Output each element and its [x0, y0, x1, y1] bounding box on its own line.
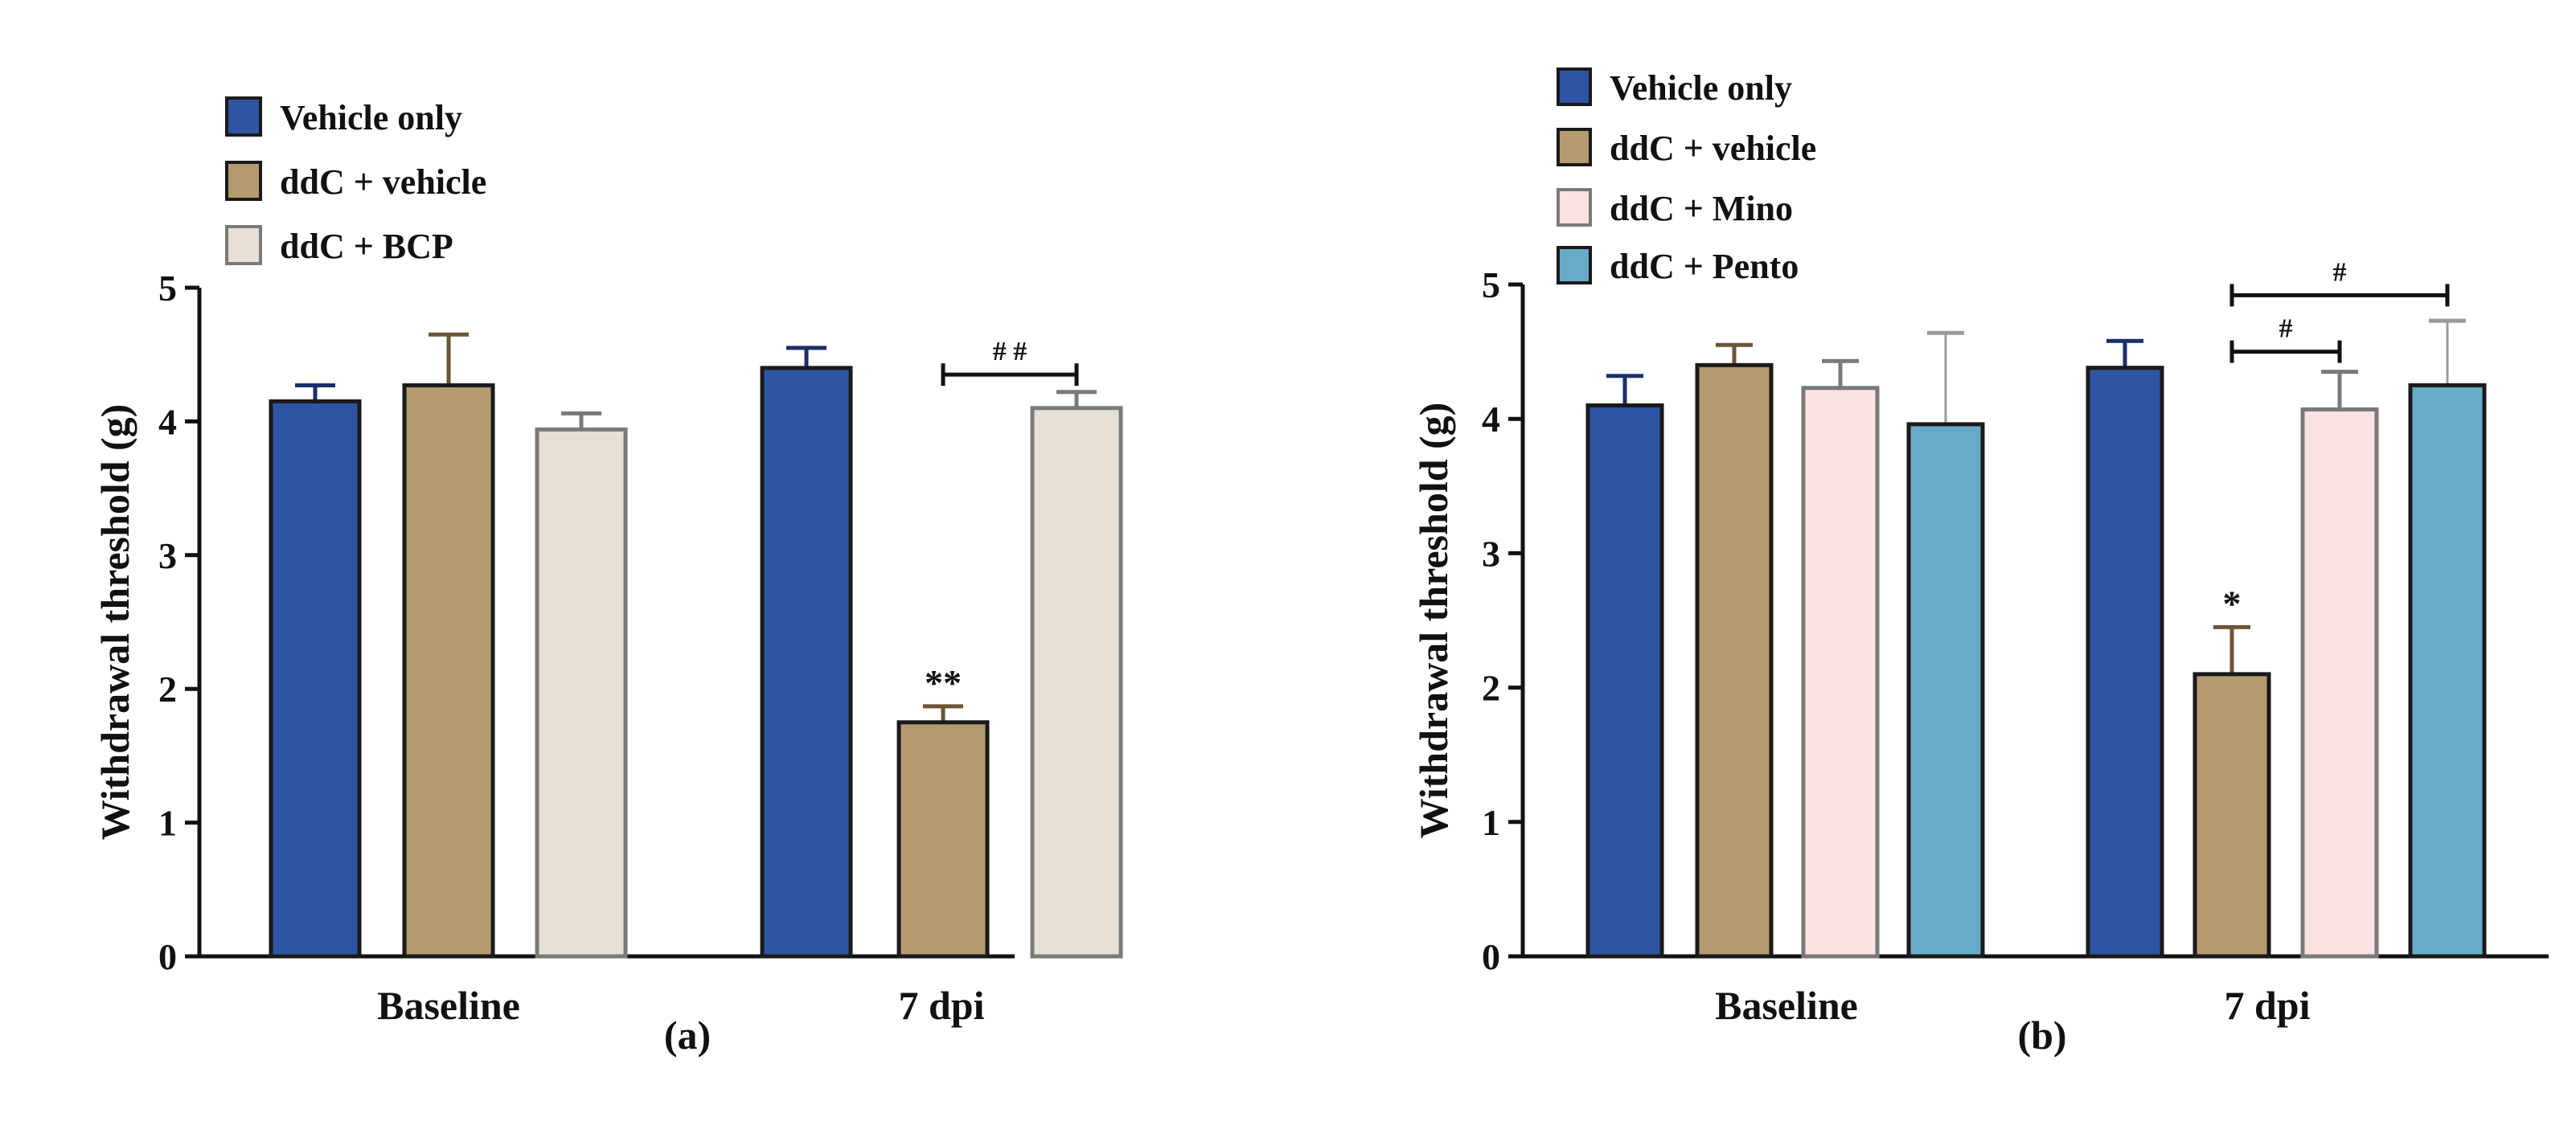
panel-label: (b)	[2017, 1013, 2066, 1058]
panel-b: 0 1 2 3 4 5 Withdrawal threshold (g) Baseline 7 …	[1411, 68, 2549, 1058]
bar-ddc-mino-baseline	[1801, 386, 1880, 959]
bar-ddc-vehicle-7-dpi	[896, 720, 990, 959]
legend-label: ddC + Mino	[1610, 189, 1793, 228]
legend-label: ddC + vehicle	[1610, 129, 1816, 168]
panel-a: 0 1 2 3 4 5 Withdrawal threshold (g) Baseline 7 …	[92, 96, 1123, 1058]
y-tick-label: 1	[1482, 802, 1500, 843]
y-tick-label: 0	[1482, 936, 1500, 977]
bar-ddc-pento-baseline	[1906, 422, 1985, 959]
legend-label: ddC + Pento	[1610, 247, 1799, 286]
legend-swatch-vehicle-only	[1557, 68, 1592, 106]
significance-label: **	[925, 662, 962, 703]
legend-swatch-ddc-bcp	[225, 225, 262, 265]
y-axis-label: Withdrawal threshold (g)	[1411, 403, 1456, 839]
bar-ddc-pento-7-dpi	[2408, 383, 2487, 959]
legend-swatch-ddc-vehicle	[1557, 128, 1592, 166]
panel-label: (a)	[664, 1013, 711, 1058]
bar-vehicle-only-7-dpi	[2086, 366, 2164, 959]
bar-vehicle-only-baseline	[269, 399, 362, 959]
legend-swatch-ddc-pento	[1557, 246, 1592, 284]
x-category-label: Baseline	[1715, 983, 1858, 1028]
legend-label: Vehicle only	[1610, 68, 1792, 108]
y-tick-label: 5	[1482, 264, 1500, 305]
legend-label: ddC + BCP	[280, 227, 453, 266]
bar-ddc-vehicle-7-dpi	[2192, 672, 2271, 959]
bar-vehicle-only-7-dpi	[760, 366, 853, 959]
significance-label: *	[2223, 583, 2242, 624]
legend-swatch-ddc-mino	[1557, 188, 1592, 227]
legend-label: ddC + vehicle	[280, 162, 486, 202]
y-tick-label: 5	[158, 268, 177, 309]
comparison-label: #	[2279, 314, 2293, 344]
y-tick-label: 4	[1482, 399, 1500, 440]
bar-ddc-mino-7-dpi	[2300, 407, 2379, 959]
y-tick-label: 2	[158, 669, 177, 710]
y-axis-label: Withdrawal threshold (g)	[92, 404, 137, 841]
y-tick-label: 2	[1482, 668, 1500, 709]
bar-ddc-vehicle-baseline	[1695, 362, 1774, 959]
y-tick-label: 0	[158, 936, 177, 977]
bar-ddc-bcp-7-dpi	[1030, 406, 1123, 959]
comparison-label: # #	[993, 337, 1028, 366]
legend-swatch-ddc-vehicle	[225, 161, 262, 201]
x-category-label: 7 dpi	[2224, 983, 2310, 1028]
legend-swatch-vehicle-only	[225, 96, 262, 137]
x-category-label: 7 dpi	[898, 983, 984, 1028]
bar-ddc-bcp-baseline	[535, 427, 628, 959]
y-tick-label: 4	[158, 401, 177, 442]
y-tick-label: 3	[1482, 533, 1500, 574]
y-tick-label: 3	[158, 535, 177, 576]
x-category-label: Baseline	[377, 983, 520, 1028]
comparison-label: #	[2333, 257, 2347, 287]
bar-vehicle-only-baseline	[1585, 403, 1664, 959]
y-tick-label: 1	[158, 803, 177, 844]
bar-ddc-vehicle-baseline	[402, 383, 495, 959]
legend-label: Vehicle only	[280, 98, 462, 137]
